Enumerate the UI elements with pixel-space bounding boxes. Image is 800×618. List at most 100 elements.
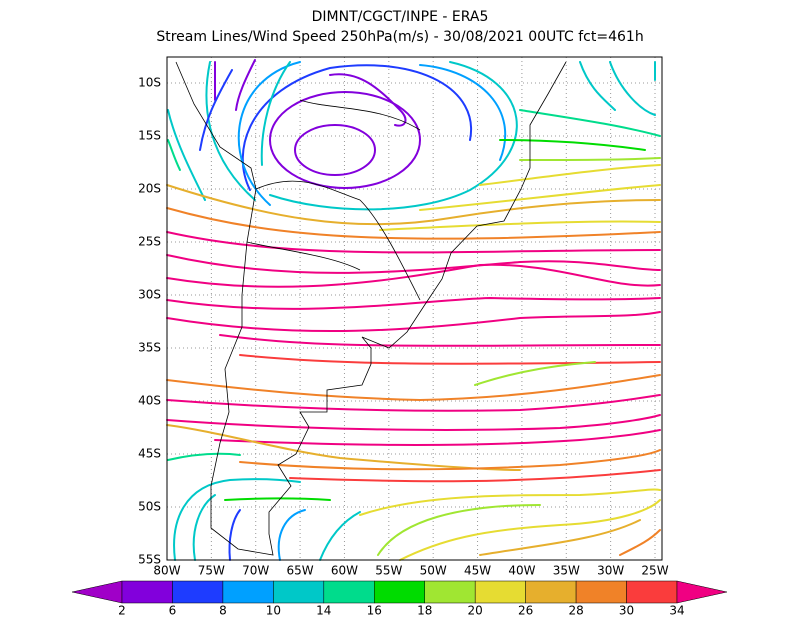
colorbar-label: 20: [468, 604, 483, 618]
grid: [167, 57, 662, 560]
borders: [246, 99, 421, 301]
title: DIMNT/CGCT/INPE - ERA5: [312, 9, 489, 25]
streamline: [166, 231, 661, 254]
streamline: [167, 61, 291, 201]
latitude-label: 40S: [138, 394, 161, 408]
latitude-label: 20S: [138, 182, 161, 196]
streamline: [166, 207, 661, 240]
colorbar-box: [121, 580, 173, 604]
streamline: [166, 311, 661, 333]
streamline: [199, 69, 233, 151]
longitude-label: 55W: [375, 564, 402, 578]
colorbar-box: [323, 580, 375, 604]
colorbar-box: [626, 580, 678, 604]
streamline: [579, 61, 656, 116]
latitude-label: 10S: [138, 76, 161, 90]
subtitle: Stream Lines/Wind Speed 250hPa(m/s) - 30…: [156, 29, 643, 45]
colorbar-label: 14: [316, 604, 331, 618]
colorbar-label: 34: [669, 604, 684, 618]
streamline: [192, 494, 216, 561]
colorbar-label: 16: [367, 604, 382, 618]
colorbar-box: [575, 580, 627, 604]
latitude-label: 55S: [138, 553, 161, 567]
streamline: [167, 139, 181, 171]
streamline: [173, 478, 301, 561]
colorbar-label: 28: [568, 604, 583, 618]
longitude-label: 40W: [508, 564, 535, 578]
streamline: [277, 509, 306, 561]
colorbar-label: 18: [417, 604, 432, 618]
longitude-label: 50W: [420, 564, 447, 578]
streamline: [224, 497, 331, 501]
streamline: [377, 504, 541, 556]
streamline: [237, 61, 507, 206]
longitude-label: 45W: [464, 564, 491, 578]
streamline: [166, 184, 661, 226]
longitude-label: 75W: [198, 564, 225, 578]
colorbar-box: [222, 580, 274, 604]
streamline: [166, 374, 661, 402]
streamline: [166, 394, 661, 412]
streamline: [619, 529, 661, 556]
streamline: [399, 499, 661, 561]
colorbar-label: 8: [219, 604, 227, 618]
streamline: [166, 424, 521, 471]
streamline: [219, 334, 661, 347]
streamline: [166, 254, 661, 274]
longitude-label: 80W: [153, 564, 180, 578]
streamline: [269, 91, 421, 189]
streamline: [479, 164, 661, 186]
latitude-label: 45S: [138, 447, 161, 461]
longitude-label: 35W: [553, 564, 580, 578]
colorbar-extension: [71, 580, 123, 604]
streamline: [239, 354, 661, 365]
colorbar: 2 6 8 10 14 16 18 20 26 28 30 34: [71, 580, 728, 618]
colorbar-box: [424, 580, 476, 604]
colorbar-label: 26: [518, 604, 533, 618]
streamline: [499, 139, 646, 151]
streamline: [474, 361, 596, 386]
colorbar-label: 10: [266, 604, 281, 618]
longitude-label: 70W: [242, 564, 269, 578]
streamline: [166, 296, 661, 310]
streamline: [289, 469, 661, 483]
streamline: [214, 59, 256, 111]
latitude-label: 35S: [138, 341, 161, 355]
streamline: [241, 64, 473, 191]
streamline: [519, 157, 661, 161]
streamline: [239, 449, 661, 471]
colorbar-box: [172, 580, 224, 604]
streamline: [319, 511, 361, 561]
colorbar-box: [273, 580, 325, 604]
latitude-label: 15S: [138, 129, 161, 143]
streamline: [479, 519, 641, 556]
longitude-label: 60W: [331, 564, 358, 578]
longitude-label: 65W: [287, 564, 314, 578]
map-frame: [166, 56, 663, 561]
colorbar-label: 2: [118, 604, 126, 618]
streamline: [214, 429, 661, 446]
streamline: [294, 124, 376, 176]
streamline: [166, 414, 661, 431]
streamline: [166, 263, 661, 288]
latitude-label: 30S: [138, 288, 161, 302]
streamline: [329, 73, 407, 127]
colorbar-label: 30: [619, 604, 634, 618]
streamline: [167, 452, 241, 461]
coastline: [175, 61, 567, 556]
streamline: [419, 184, 661, 211]
longitude-label: 30W: [597, 564, 624, 578]
streamline: [359, 488, 661, 516]
colorbar-box: [474, 580, 526, 604]
streamline: [379, 220, 661, 231]
latitude-label: 50S: [138, 500, 161, 514]
latitude-label: 25S: [138, 235, 161, 249]
streamline: [228, 509, 241, 561]
colorbar-box: [374, 580, 425, 604]
colorbar-box: [525, 580, 577, 604]
streamline: [519, 109, 661, 137]
colorbar-extension: [676, 580, 728, 604]
colorbar-label: 6: [169, 604, 177, 618]
longitude-label: 25W: [641, 564, 668, 578]
